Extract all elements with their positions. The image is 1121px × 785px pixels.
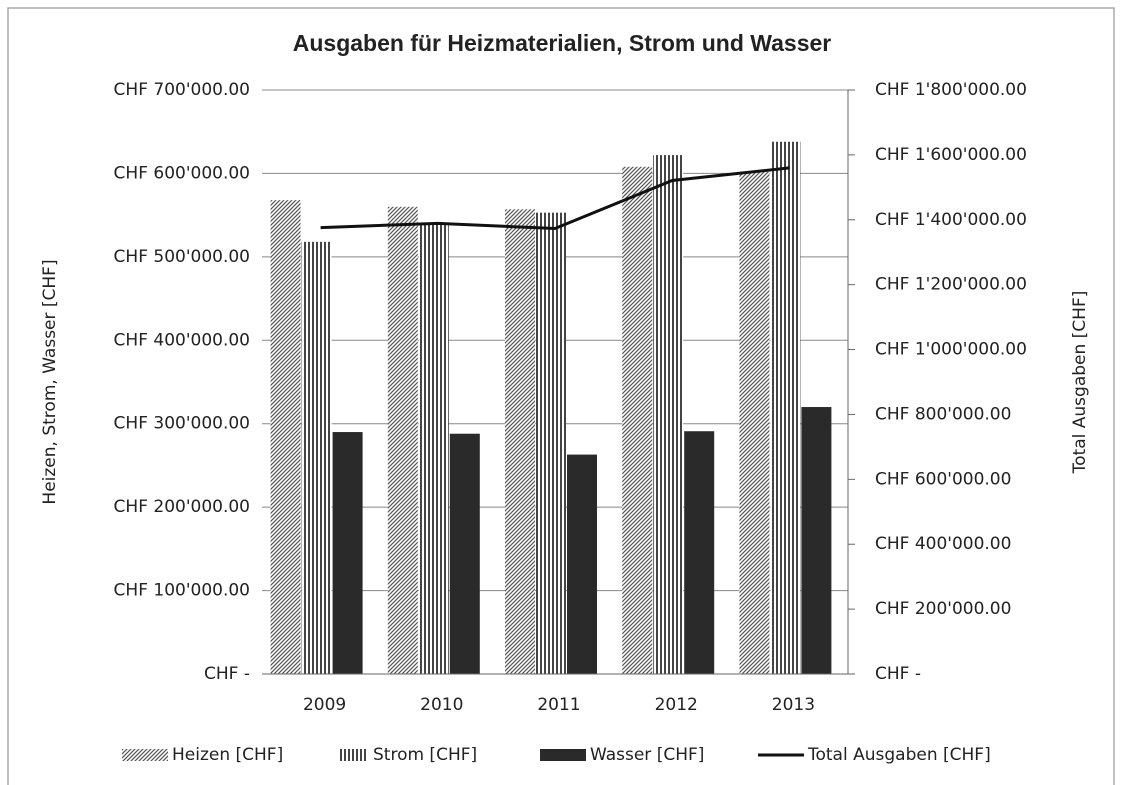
x-tick-label: 2011 — [537, 695, 580, 715]
line — [320, 166, 790, 231]
y2-tick-label: CHF 1'400'000.00 — [875, 210, 1027, 230]
y2-tick-label: CHF 1'000'000.00 — [875, 340, 1027, 360]
bar — [505, 209, 535, 674]
y-axis-label: Heizen, Strom, Wasser [CHF] — [40, 259, 60, 504]
y2-tick-label: CHF 600'000.00 — [875, 469, 1011, 489]
bar — [387, 206, 418, 675]
bar — [567, 454, 597, 674]
x-tick-label: 2010 — [420, 695, 463, 715]
y-tick-label: CHF 100'000.00 — [114, 581, 250, 601]
x-tick-label: 2009 — [303, 695, 346, 715]
y-tick-label: CHF 300'000.00 — [114, 414, 250, 434]
x-tick-label: 2012 — [655, 695, 698, 715]
bar — [270, 200, 301, 674]
bar — [418, 222, 449, 674]
bar — [739, 171, 770, 674]
y2-tick-label: CHF 1'800'000.00 — [875, 80, 1027, 100]
bar — [332, 432, 363, 674]
y2-tick-label: CHF 800'000.00 — [875, 404, 1011, 424]
legend-label: Strom [CHF] — [373, 745, 477, 765]
y2-axis-label: Total Ausgaben [CHF] — [1070, 291, 1090, 475]
bar — [449, 433, 480, 674]
legend-label: Total Ausgaben [CHF] — [807, 745, 991, 765]
y-tick-label: CHF - — [204, 664, 250, 684]
bar — [801, 407, 832, 674]
legend-swatch — [540, 749, 586, 761]
legend-swatch — [338, 749, 368, 761]
chart-frame — [7, 7, 1115, 785]
y-tick-label: CHF 700'000.00 — [114, 80, 250, 100]
y-tick-label: CHF 600'000.00 — [114, 163, 250, 183]
y2-tick-label: CHF - — [875, 664, 921, 684]
legend-swatch — [122, 749, 168, 761]
x-tick-label: 2013 — [772, 695, 815, 715]
y-tick-label: CHF 200'000.00 — [114, 497, 250, 517]
legend-label: Heizen [CHF] — [172, 745, 283, 765]
bar — [301, 241, 332, 674]
y2-tick-label: CHF 200'000.00 — [875, 599, 1011, 619]
bar — [653, 155, 684, 674]
y-tick-label: CHF 500'000.00 — [114, 247, 250, 267]
bar — [684, 431, 715, 674]
chart-title: Ausgaben für Heizmaterialien, Strom und … — [293, 30, 832, 56]
bar — [622, 166, 653, 675]
legend-label: Wasser [CHF] — [590, 745, 704, 765]
y2-tick-label: CHF 1'200'000.00 — [875, 275, 1027, 295]
bar — [770, 141, 801, 674]
y2-tick-label: CHF 400'000.00 — [875, 534, 1011, 554]
y-tick-label: CHF 400'000.00 — [114, 330, 250, 350]
bar — [536, 212, 566, 674]
y2-tick-label: CHF 1'600'000.00 — [875, 145, 1027, 165]
